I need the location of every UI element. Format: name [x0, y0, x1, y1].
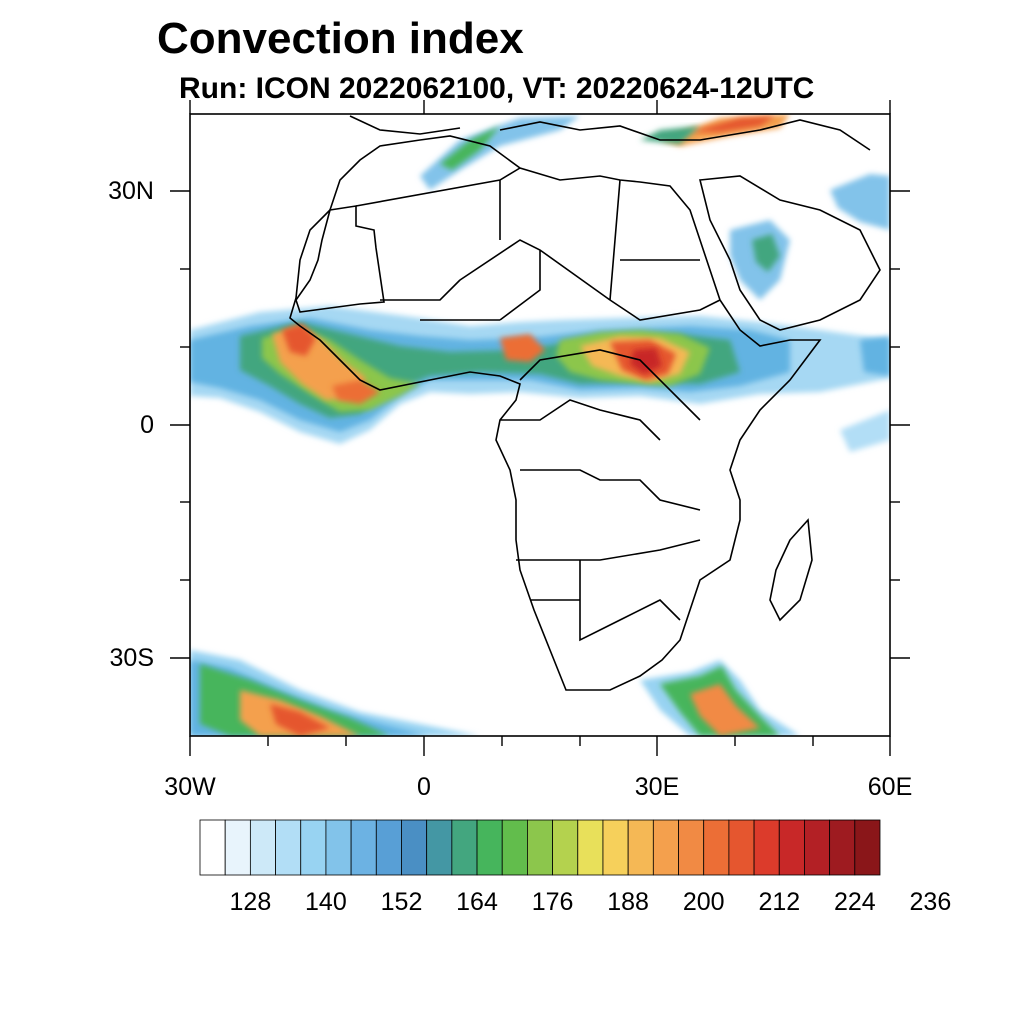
colorbar-swatch [199, 819, 226, 876]
axis-ticks [170, 100, 910, 756]
x-tick-30e: 30E [634, 773, 680, 801]
colorbar-swatch [401, 819, 428, 876]
colorbar-swatch [854, 819, 881, 876]
coastlines [289, 115, 881, 691]
y-tick-30s: 30S [109, 644, 154, 672]
colorbar-swatch [678, 819, 705, 876]
colorbar-swatch [249, 819, 276, 876]
colorbar-swatch [804, 819, 831, 876]
colorbar-swatch [476, 819, 503, 876]
colorbar-label: 188 [607, 888, 649, 916]
colorbar-swatch [224, 819, 251, 876]
colorbar-label: 200 [682, 888, 725, 916]
colorbar-swatch [501, 819, 528, 876]
colorbar-swatch [627, 819, 654, 876]
colorbar-swatch [451, 819, 478, 876]
colorbar-swatch [375, 819, 402, 876]
colorbar-swatch [778, 819, 805, 876]
convection-field [190, 114, 890, 736]
y-tick-0: 0 [140, 411, 154, 439]
map-subtitle: Run: ICON 2022062100, VT: 20220624-12UTC [179, 72, 815, 105]
x-tick-60e: 60E [867, 773, 913, 801]
y-tick-30n: 30N [108, 177, 154, 205]
colorbar-label: 236 [909, 888, 952, 916]
colorbar-swatch [753, 819, 780, 876]
colorbar-swatch [577, 819, 604, 876]
colorbar-swatch [325, 819, 352, 876]
colorbar-swatch [275, 819, 302, 876]
colorbar-label: 224 [833, 888, 876, 916]
colorbar [199, 819, 881, 876]
x-tick-30w: 30W [164, 773, 216, 801]
colorbar-swatch [552, 819, 579, 876]
colorbar-swatch [527, 819, 553, 876]
colorbar-label: 176 [531, 888, 574, 916]
colorbar-swatch [703, 819, 730, 876]
map-title: Convection index [157, 14, 524, 63]
colorbar-swatch [300, 819, 327, 876]
colorbar-swatch [602, 819, 629, 876]
colorbar-label: 152 [380, 888, 423, 916]
colorbar-swatch [652, 819, 679, 876]
colorbar-label: 128 [229, 888, 272, 916]
x-tick-0: 0 [417, 773, 431, 801]
colorbar-label: 164 [456, 888, 498, 916]
colorbar-swatch [829, 819, 856, 876]
colorbar-swatch [350, 819, 377, 876]
colorbar-swatch [426, 819, 453, 876]
colorbar-label: 212 [758, 888, 801, 916]
colorbar-swatch [728, 819, 755, 876]
colorbar-label: 140 [305, 888, 347, 916]
